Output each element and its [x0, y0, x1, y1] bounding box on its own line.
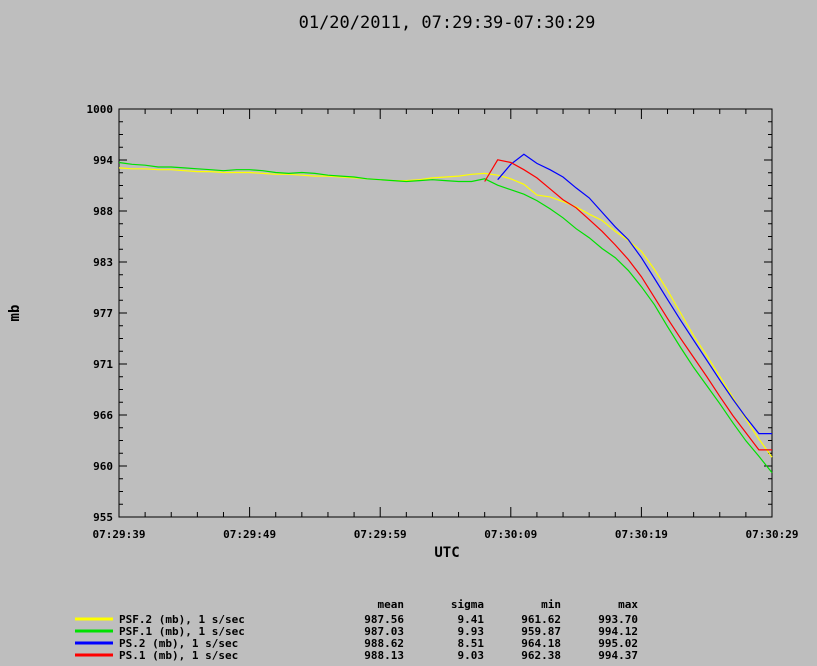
y-tick-label: 983: [93, 256, 113, 269]
stats-value: 961.62: [521, 613, 561, 626]
stats-value: 988.13: [364, 649, 404, 662]
stats-value: 8.51: [458, 637, 485, 650]
stats-value: 9.93: [458, 625, 485, 638]
stats-value: 994.12: [598, 625, 638, 638]
legend-label: PS.2 (mb), 1 s/sec: [119, 637, 238, 650]
y-axis-label: mb: [7, 305, 23, 322]
stats-value: 9.41: [458, 613, 485, 626]
stats-value: 959.87: [521, 625, 561, 638]
y-tick-label: 966: [93, 409, 113, 422]
stats-value: 964.18: [521, 637, 561, 650]
series-lines: [118, 153, 773, 473]
stats-header: sigma: [451, 598, 484, 611]
y-tick-label: 977: [93, 307, 113, 320]
x-tick-label: 07:30:09: [484, 528, 537, 541]
x-axis-label: UTC: [434, 545, 459, 561]
legend-label: PS.1 (mb), 1 s/sec: [119, 649, 238, 662]
legend-label: PSF.2 (mb), 1 s/sec: [119, 613, 245, 626]
x-tick-label: 07:29:39: [93, 528, 146, 541]
legend-stats: mean sigma min max PSF.2 (mb), 1 s/sec 987.56…: [75, 598, 638, 662]
stats-header: min: [541, 598, 561, 611]
stats-value: 994.37: [598, 649, 638, 662]
y-tick-label: 971: [93, 358, 113, 371]
stats-value: 993.70: [598, 613, 638, 626]
y-tick-label: 960: [93, 460, 113, 473]
stats-header: mean: [378, 598, 405, 611]
stats-header: max: [618, 598, 638, 611]
stats-value: 962.38: [521, 649, 561, 662]
x-tick-label: 07:30:19: [615, 528, 668, 541]
stats-value: 995.02: [598, 637, 638, 650]
y-tick-label: 1000: [87, 103, 114, 116]
x-tick-label: 07:29:59: [354, 528, 407, 541]
stats-value: 988.62: [364, 637, 404, 650]
x-tick-label: 07:29:49: [223, 528, 276, 541]
series-line-1: [118, 161, 773, 473]
series-line-2: [497, 153, 772, 435]
legend-label: PSF.1 (mb), 1 s/sec: [119, 625, 245, 638]
y-tick-label: 994: [93, 154, 113, 167]
y-tick-label: 955: [93, 511, 113, 524]
series-line-0: [118, 167, 773, 458]
y-tick-label: 988: [93, 205, 113, 218]
series-line-3: [484, 159, 772, 451]
stats-value: 9.03: [458, 649, 485, 662]
stats-value: 987.03: [364, 625, 404, 638]
stats-value: 987.56: [364, 613, 404, 626]
chart-title: 01/20/2011, 07:29:39-07:30:29: [299, 13, 596, 33]
axis-ticks: 955 960 966 971 977 983 988 994 1000 07:29:39 07:2…: [87, 103, 799, 541]
x-tick-label: 07:30:29: [746, 528, 799, 541]
